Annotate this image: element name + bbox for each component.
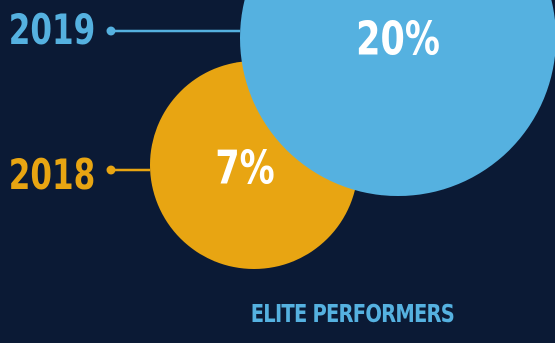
year-label-2019: 2019 xyxy=(9,5,95,54)
value-label-2018: 7% xyxy=(215,141,274,195)
leader-dot-2018 xyxy=(106,165,116,175)
year-label-2018: 2018 xyxy=(9,150,95,199)
leader-dot-2019 xyxy=(106,26,116,36)
bubble-2019 xyxy=(240,0,555,196)
chart-caption: ELITE PERFORMERS xyxy=(250,299,455,328)
value-label-2019: 20% xyxy=(356,12,440,66)
